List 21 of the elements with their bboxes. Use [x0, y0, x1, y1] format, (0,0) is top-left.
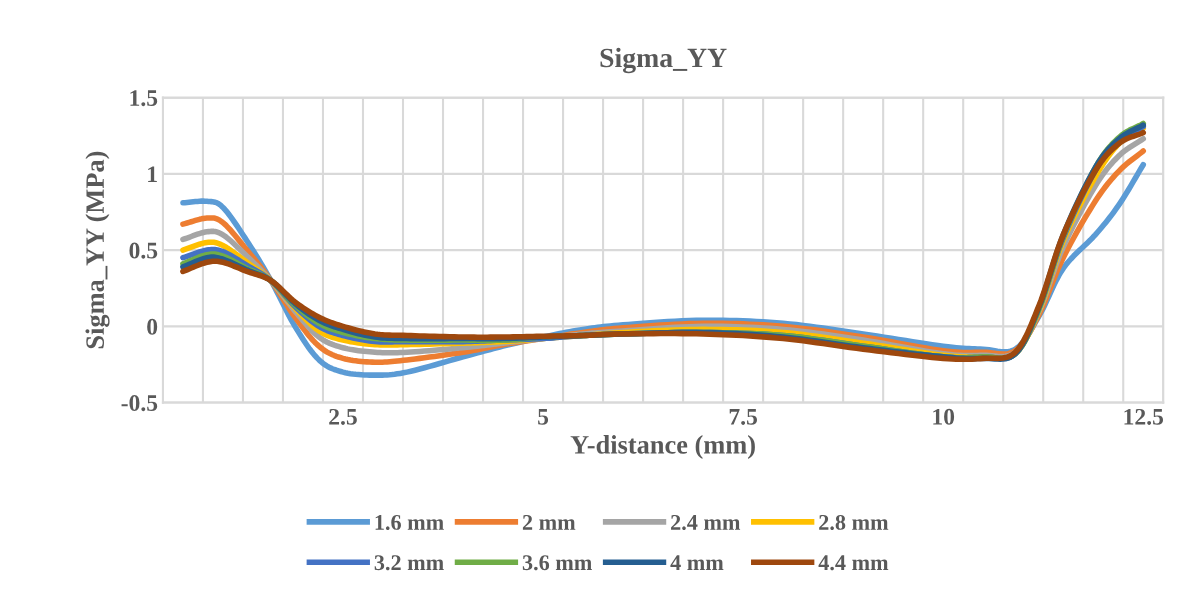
y-tick-label: 0: [147, 318, 158, 335]
x-tick-label: 5: [538, 409, 549, 425]
x-axis-title: Y-distance (mm): [570, 435, 755, 460]
legend-label: 4 mm: [670, 555, 724, 570]
x-tick-label: 2.5: [329, 408, 357, 425]
legend-label: 4.4 mm: [818, 555, 889, 571]
x-tick-label: 12.5: [1124, 408, 1164, 425]
y-axis-title: Sigma_YY (MPa): [85, 151, 110, 349]
y-tick-label: -0.5: [121, 395, 158, 412]
y-tick-label: 1.5: [130, 90, 158, 107]
legend-label: 3.2 mm: [374, 555, 444, 571]
legend-label: 2 mm: [522, 514, 576, 530]
legend-label: 2.4 mm: [671, 514, 741, 530]
y-tick-label: 1: [148, 166, 157, 183]
x-tick-label: 7.5: [729, 409, 758, 425]
legend-label: 2.8 mm: [819, 514, 889, 530]
legend-label: 3.6 mm: [522, 555, 592, 571]
chart-title: Sigma_YY: [600, 47, 727, 74]
y-tick-label: 0.5: [129, 242, 158, 259]
x-tick-label: 10: [933, 408, 955, 425]
legend-label: 1.6 mm: [375, 514, 444, 530]
